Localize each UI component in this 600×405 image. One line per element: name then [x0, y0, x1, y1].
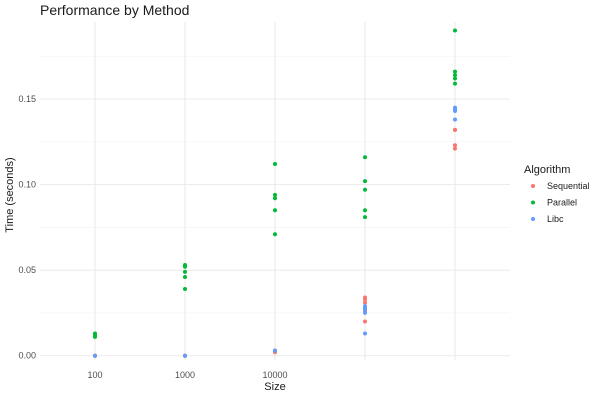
legend: Algorithm Sequential Parallel Libc: [524, 164, 590, 224]
data-point-parallel: [363, 215, 367, 220]
data-point-sequential: [363, 319, 367, 324]
data-point-parallel: [363, 187, 367, 192]
data-point-sequential: [453, 127, 457, 132]
chart-title: Performance by Method: [40, 2, 189, 18]
y-tick-label: 0.15: [18, 94, 36, 104]
legend-label: Libc: [547, 214, 564, 224]
legend-label: Parallel: [547, 198, 577, 208]
data-point-libc: [363, 310, 367, 315]
data-point-parallel: [363, 179, 367, 184]
data-point-parallel: [273, 162, 277, 167]
grid-lines: [40, 22, 510, 360]
data-point-parallel: [273, 208, 277, 213]
x-axis-ticks: 100 1000 10000: [87, 370, 287, 380]
data-point-parallel: [183, 263, 187, 268]
data-point-sequential: [453, 143, 457, 148]
data-point-parallel: [453, 69, 457, 74]
legend-item-parallel: Parallel: [531, 198, 577, 208]
data-point-libc: [93, 353, 97, 358]
data-point-parallel: [93, 331, 97, 336]
y-tick-label: 0.10: [18, 180, 36, 190]
legend-title: Algorithm: [524, 164, 570, 176]
data-point-parallel: [183, 274, 187, 279]
legend-item-sequential: Sequential: [531, 181, 590, 191]
data-point-parallel: [453, 76, 457, 81]
data-point-parallel: [273, 196, 277, 201]
data-point-sequential: [363, 295, 367, 300]
data-point-sequential: [363, 300, 367, 305]
series-parallel: [93, 28, 457, 339]
data-point-parallel: [273, 232, 277, 237]
data-point-parallel: [453, 73, 457, 78]
data-point-libc: [183, 353, 187, 358]
data-point-libc: [273, 348, 277, 353]
legend-key: [531, 184, 535, 188]
data-point-parallel: [363, 208, 367, 213]
x-tick-label: 10000: [262, 370, 287, 380]
data-point-parallel: [183, 286, 187, 291]
legend-items: Sequential Parallel Libc: [531, 181, 590, 224]
data-point-parallel: [363, 155, 367, 160]
data-point-libc: [453, 117, 457, 122]
legend-key: [531, 200, 535, 205]
legend-label: Sequential: [547, 181, 590, 191]
data-point-libc: [363, 331, 367, 336]
y-tick-label: 0.05: [18, 265, 36, 275]
legend-key: [531, 217, 535, 221]
data-point-parallel: [453, 81, 457, 86]
series-libc: [93, 105, 457, 358]
legend-item-libc: Libc: [531, 214, 564, 224]
data-point-parallel: [183, 269, 187, 274]
data-point-parallel: [453, 28, 457, 33]
data-point-parallel: [273, 192, 277, 197]
y-axis-ticks: 0.00 0.05 0.10 0.15: [18, 94, 36, 361]
data-point-libc: [453, 105, 457, 110]
x-tick-label: 1000: [175, 370, 195, 380]
data-point-sequential: [453, 146, 457, 151]
x-tick-label: 100: [87, 370, 102, 380]
y-tick-label: 0.00: [18, 351, 36, 361]
data-points: [93, 28, 457, 358]
data-point-libc: [363, 304, 367, 309]
y-axis-label: Time (seconds): [4, 157, 16, 232]
x-axis-label: Size: [264, 381, 285, 393]
